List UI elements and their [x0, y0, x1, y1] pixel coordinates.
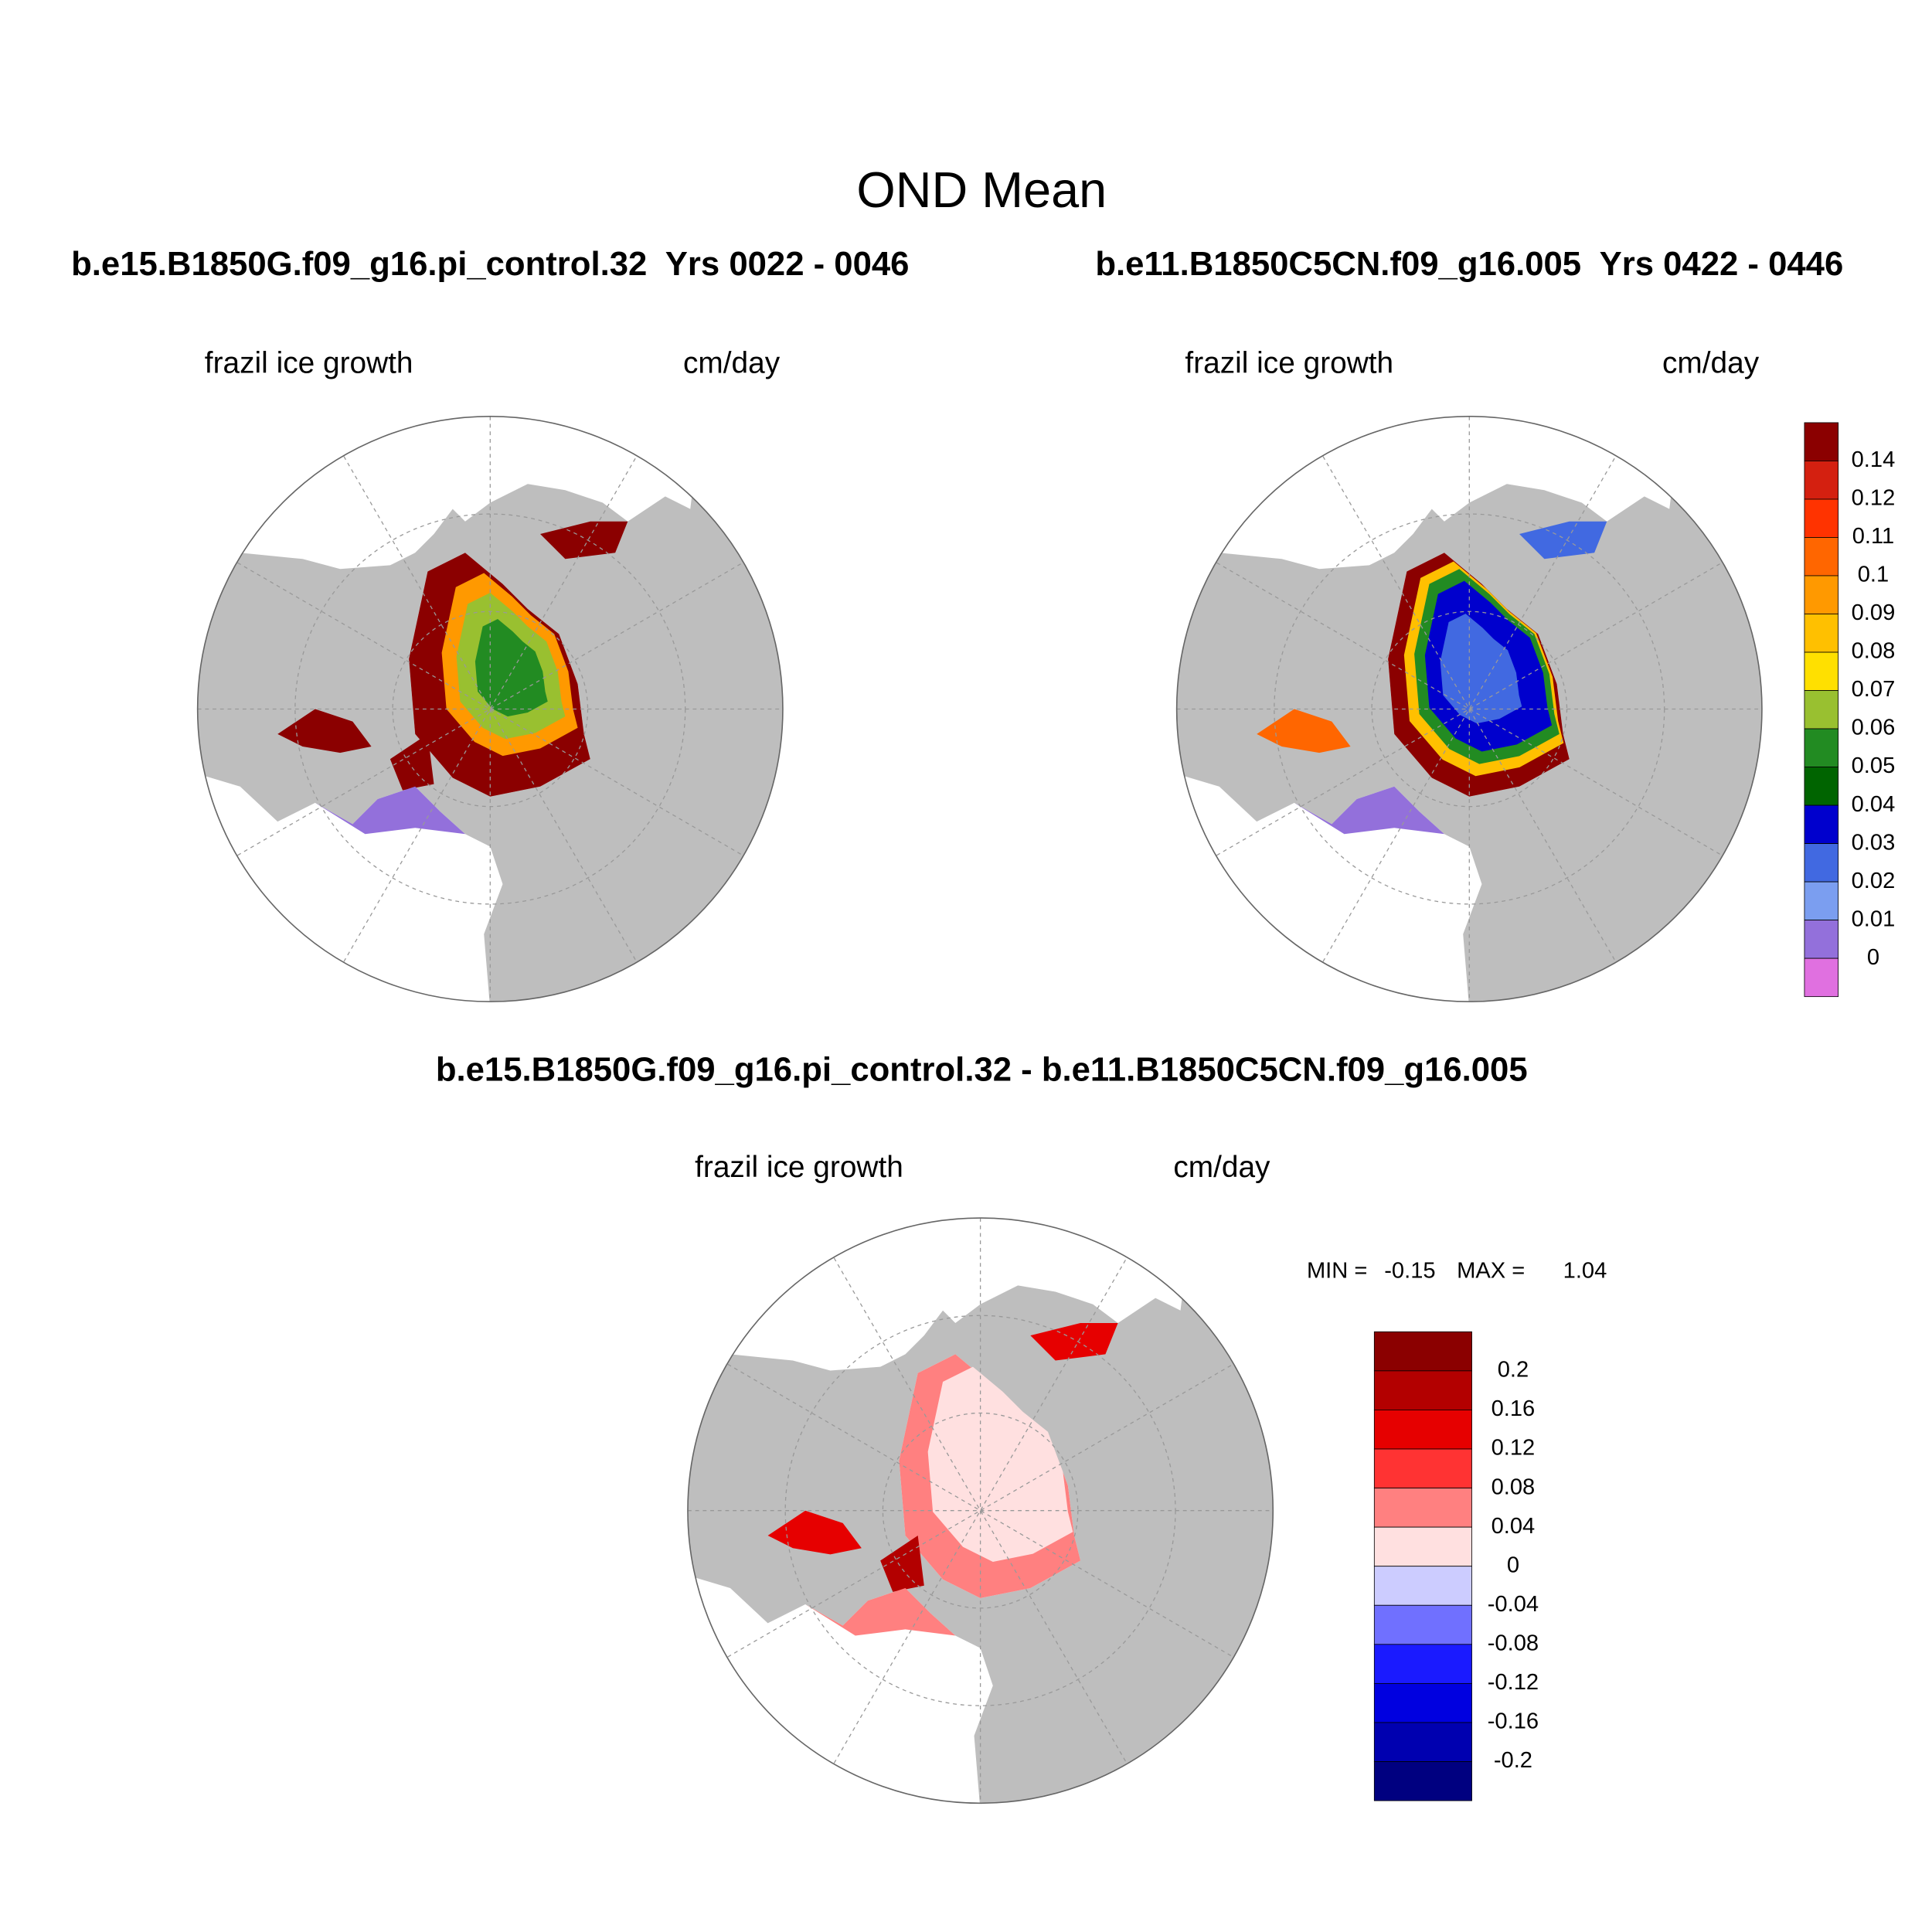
colorbar-box	[1804, 537, 1839, 577]
colorbar-box	[1804, 920, 1839, 959]
colorbar-label: 0.02	[1852, 869, 1896, 893]
colorbar-label: 0.05	[1852, 753, 1896, 778]
field-label: frazil ice growth	[695, 1151, 903, 1184]
colorbar-label: 0	[1507, 1553, 1519, 1577]
colorbar-label: 0.12	[1852, 486, 1896, 511]
colorbar-box	[1804, 767, 1839, 806]
colorbar-label: -0.16	[1488, 1709, 1539, 1734]
colorbar-label: 0.06	[1852, 716, 1896, 740]
colorbar: 0.2 0.16 0.12 0.08 0.04 0 -0.04 -0.08 -0.12 -0.16…	[1373, 1331, 1539, 1801]
units-label: cm/day	[1173, 1151, 1270, 1184]
colorbar-label: 0.04	[1492, 1514, 1536, 1539]
panel-title: b.e11.B1850C5CN.f09_g16.005 Yrs 0422 - 0…	[1095, 245, 1843, 283]
colorbar-box	[1373, 1370, 1472, 1410]
colorbar-label: 0.16	[1492, 1396, 1536, 1421]
colorbar-label: 0.09	[1852, 600, 1896, 625]
colorbar-label: 0	[1867, 945, 1879, 970]
colorbar-box	[1373, 1644, 1472, 1684]
map	[1169, 409, 1763, 1009]
colorbar-box	[1804, 461, 1839, 500]
colorbar-box	[1373, 1566, 1472, 1606]
colorbar-box	[1373, 1331, 1472, 1372]
colorbar-box	[1804, 804, 1839, 844]
colorbar-label: 0.08	[1492, 1475, 1536, 1499]
field-label: frazil ice growth	[1185, 347, 1393, 380]
colorbar: 0.14 0.12 0.11 0.1 0.09 0.08 0.07 0.06 0.05 0.04 0…	[1804, 422, 1896, 998]
max-label: MAX =	[1457, 1258, 1525, 1283]
colorbar-box	[1804, 690, 1839, 730]
colorbar-box	[1373, 1410, 1472, 1450]
colorbar-box	[1373, 1526, 1472, 1567]
panel-title: b.e15.B1850G.f09_g16.pi_control.32 Yrs 0…	[71, 245, 909, 283]
map	[680, 1210, 1274, 1811]
colorbar-label: -0.08	[1488, 1631, 1539, 1656]
colorbar-box	[1373, 1488, 1472, 1528]
colorbar-box	[1804, 651, 1839, 691]
colorbar-label: -0.12	[1488, 1670, 1539, 1695]
colorbar-label: 0.03	[1852, 830, 1896, 855]
colorbar-box	[1804, 422, 1839, 461]
colorbar-box	[1373, 1448, 1472, 1488]
colorbar-box	[1373, 1722, 1472, 1762]
panel-title: b.e15.B1850G.f09_g16.pi_control.32 - b.e…	[436, 1050, 1528, 1088]
colorbar-box	[1373, 1604, 1472, 1645]
colorbar-box	[1804, 957, 1839, 998]
units-label: cm/day	[683, 347, 781, 380]
colorbar-box	[1373, 1682, 1472, 1723]
colorbar-label: 0.04	[1852, 792, 1896, 817]
colorbar-label: 0.08	[1852, 639, 1896, 664]
colorbar-label: 0.11	[1852, 524, 1895, 549]
figure-title: OND Mean	[856, 162, 1107, 218]
map	[190, 409, 784, 1009]
colorbar-box	[1804, 881, 1839, 921]
colorbar-box	[1804, 498, 1839, 538]
colorbar-label: 0.07	[1852, 677, 1896, 702]
colorbar-box	[1373, 1761, 1472, 1801]
colorbar-box	[1804, 728, 1839, 767]
colorbar-label: 0.12	[1492, 1436, 1536, 1461]
colorbar-label: 0.01	[1852, 906, 1896, 931]
colorbar-label: 0.14	[1852, 447, 1896, 472]
colorbar-label: -0.04	[1488, 1592, 1539, 1617]
colorbar-box	[1804, 614, 1839, 653]
field-label: frazil ice growth	[205, 347, 413, 380]
units-label: cm/day	[1662, 347, 1760, 380]
colorbar-label: 0.1	[1858, 563, 1889, 587]
colorbar-box	[1804, 575, 1839, 614]
max-value: 1.04	[1563, 1258, 1607, 1283]
colorbar-label: -0.2	[1494, 1748, 1532, 1773]
min-label: MIN =	[1307, 1258, 1367, 1283]
min-value: -0.15	[1384, 1258, 1435, 1283]
colorbar-label: 0.2	[1498, 1358, 1529, 1383]
colorbar-box	[1804, 843, 1839, 883]
